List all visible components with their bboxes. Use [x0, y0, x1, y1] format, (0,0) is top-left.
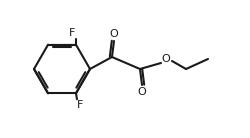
Text: F: F [68, 28, 75, 38]
Text: O: O [137, 87, 146, 97]
Text: O: O [161, 54, 170, 64]
Text: O: O [109, 29, 118, 39]
Text: F: F [76, 100, 83, 110]
